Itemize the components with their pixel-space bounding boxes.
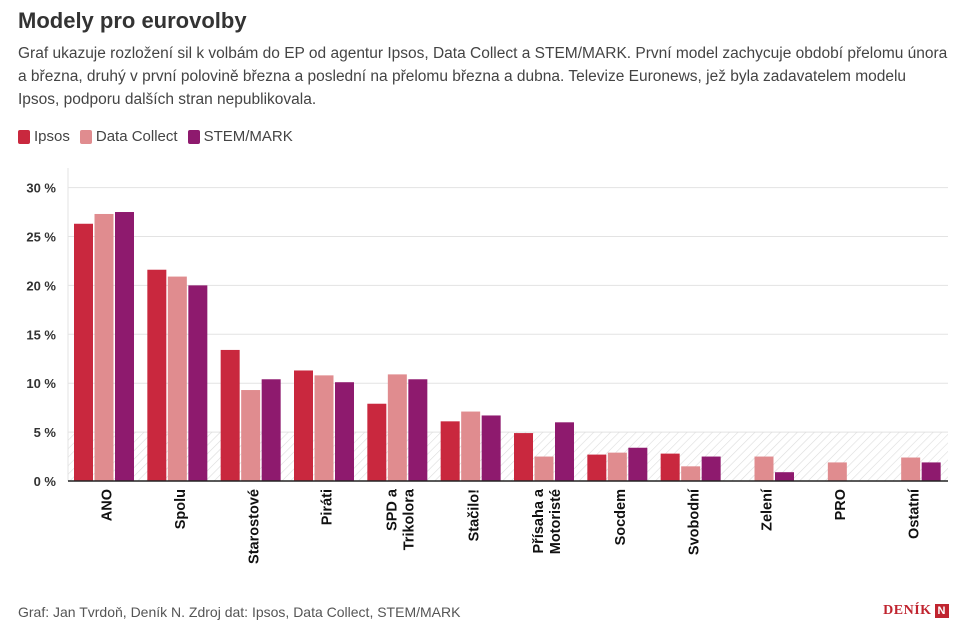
x-tick-label-line: SPD a [385,488,401,531]
bar [827,462,847,481]
x-tick-label-line: PRO [833,489,849,520]
x-tick-label: SPD a Trikolora [385,488,418,550]
bar [901,457,921,481]
bar [387,374,407,481]
y-tick-label: 20 % [26,278,56,293]
chart-subtitle: Graf ukazuje rozložení sil k volbám do E… [18,45,948,108]
bar [367,403,387,481]
bar [555,422,574,481]
x-tick-label-line: Socdem [613,489,629,545]
axes: 0 % 5 % 10 % 15 % 20 % 25 % 30 % ANO Spolu Staros… [26,181,948,564]
bar [314,375,334,481]
y-tick-label: 0 % [34,474,57,489]
x-tick-label-line: Starostové [246,489,262,564]
x-tick-label: Piráti [320,489,336,525]
bar [775,472,794,481]
bar [94,213,114,482]
threshold-hatch [68,432,948,481]
y-tick-label: 30 % [26,181,56,196]
bar [534,456,554,481]
bar [74,223,93,482]
bar [220,349,240,481]
y-tick-label: 15 % [26,327,56,342]
logo-mark: N [934,604,949,618]
x-tick-label-line: ANO [100,489,116,521]
x-tick-label-line: Zelení [760,488,776,531]
y-tick-label: 10 % [26,376,56,391]
bars [74,212,941,482]
x-tick-label-line: Piráti [320,489,336,525]
bar [167,276,187,481]
legend-swatch-data-collect [79,129,92,144]
bar [514,433,533,481]
x-tick-label: Svobodní [686,488,702,555]
x-tick-label: Stačilo! [466,489,482,541]
legend-label-data-collect: Data Collect [95,128,178,145]
bar [261,379,281,481]
bar [115,212,134,481]
x-tick-label-line: Svobodní [686,488,702,555]
publisher-logo[interactable]: DENÍK N [883,603,949,619]
x-tick-label: Socdem [613,489,629,545]
bar [241,390,261,481]
x-tick-label-line: Stačilo! [466,489,482,541]
x-tick-label: Zelení [760,488,776,531]
bar [294,370,313,481]
y-tick-label: 5 % [34,425,57,440]
x-tick-label: Starostové [246,489,262,564]
logo-text: DENÍK [883,603,932,618]
bar [408,379,428,481]
bar [188,285,208,481]
x-tick-label: Ostatní [906,488,922,539]
footer-credit: Graf: Jan Tvrdoň, Deník N. Zdroj dat: Ip… [18,604,461,620]
legend-item-stem-mark: STEM/MARK [187,128,293,145]
x-tick-label-line: Přísaha a [531,488,547,553]
legend: Ipsos Data Collect STEM/MARK [18,128,293,145]
x-tick-label: Spolu [173,489,189,529]
bar-chart: 0 % 5 % 10 % 15 % 20 % 25 % 30 % ANO Spolu Staros… [26,168,948,564]
x-tick-label-line: Trikolora [402,488,418,550]
x-tick-label-line: Spolu [173,489,189,529]
bar [607,452,627,481]
legend-item-ipsos: Ipsos [18,128,70,145]
y-tick-label: 25 % [26,229,56,244]
bar [335,382,354,481]
threshold-band [68,432,948,481]
x-tick-label: Přísaha a Motoristé [531,488,564,554]
bar [628,447,648,481]
legend-label-stem-mark: STEM/MARK [203,128,293,145]
x-tick-label: ANO [100,489,116,521]
bar [921,462,941,481]
legend-item-data-collect: Data Collect [79,128,178,145]
x-tick-label: PRO [833,489,849,520]
bar [681,466,701,481]
bar [481,415,501,481]
bar [587,454,607,481]
x-tick-label-line: Ostatní [906,488,922,539]
bar [701,456,721,481]
legend-swatch-ipsos [18,129,30,144]
legend-swatch-stem-mark [187,129,200,144]
x-tick-label-line: Motoristé [548,489,564,554]
bar [147,269,167,481]
bar [660,453,680,481]
bar [440,421,460,481]
bar [461,411,481,481]
bar [754,456,774,481]
chart-title: Modely pro eurovolby [18,8,247,33]
legend-label-ipsos: Ipsos [34,128,70,145]
